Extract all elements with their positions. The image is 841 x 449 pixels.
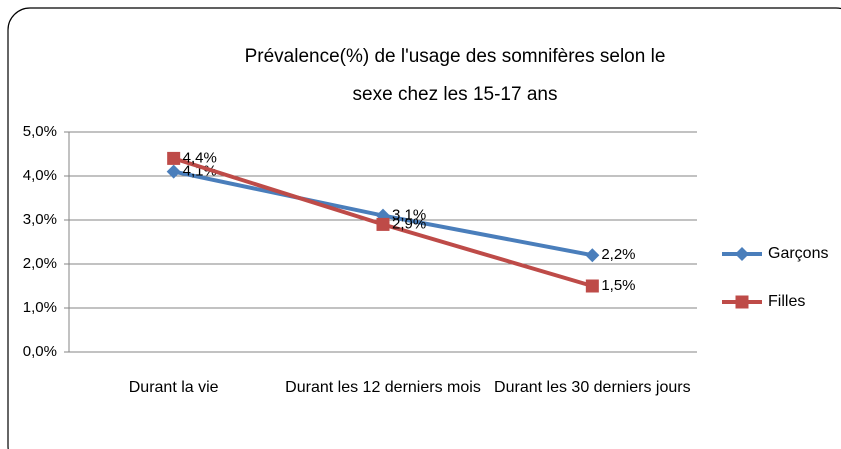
legend-label: Garçons	[768, 245, 828, 262]
y-tick-label: 4,0%	[23, 167, 57, 184]
chart-title: Prévalence(%) de l'usage des somnifères …	[244, 46, 666, 105]
x-tick-label: Durant la vie	[128, 379, 219, 396]
chart-border	[7, 7, 841, 449]
marker	[585, 279, 599, 293]
data-label: 2,2%	[601, 246, 635, 263]
data-label: 2,9%	[392, 215, 426, 232]
marker	[585, 248, 600, 263]
data-label: 4,1%	[183, 163, 217, 180]
data-label: 4,4%	[183, 149, 217, 166]
y-tick-label: 2,0%	[23, 255, 57, 272]
marker	[376, 217, 390, 231]
y-tick-label: 1,0%	[23, 299, 57, 316]
data-label: 3,1%	[392, 207, 426, 224]
marker	[166, 164, 181, 179]
marker	[735, 247, 749, 261]
legend-label: Filles	[768, 293, 805, 310]
data-label: 1,5%	[601, 277, 635, 294]
x-tick-label: Durant les 12 derniers mois	[285, 379, 481, 396]
y-tick-label: 3,0%	[23, 211, 57, 228]
x-tick-label: Durant les 30 derniers jours	[494, 379, 691, 396]
marker	[167, 151, 181, 165]
y-tick-label: 5,0%	[23, 123, 57, 140]
marker	[735, 295, 749, 309]
y-tick-label: 0,0%	[23, 343, 57, 360]
